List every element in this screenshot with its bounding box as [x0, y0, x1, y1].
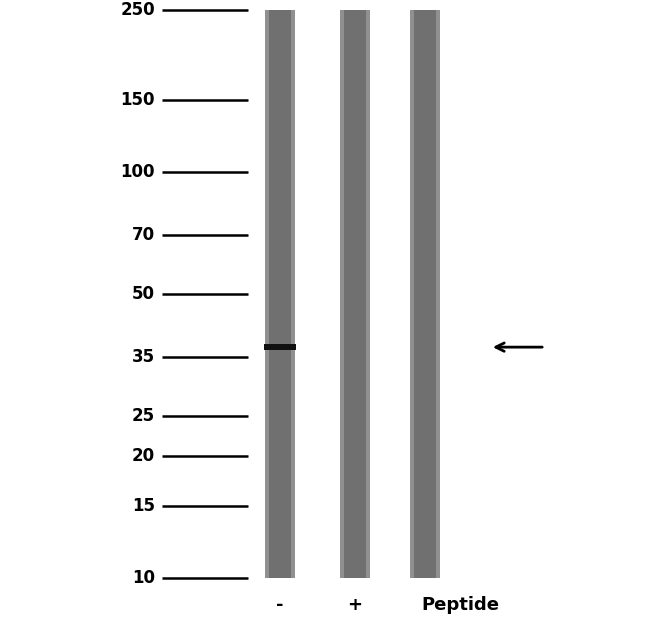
Text: +: +: [348, 596, 363, 614]
Text: 25: 25: [132, 407, 155, 425]
Text: Peptide: Peptide: [421, 596, 499, 614]
Bar: [410, 10, 440, 578]
Text: 50: 50: [132, 285, 155, 303]
Text: 100: 100: [120, 163, 155, 181]
Text: 10: 10: [132, 569, 155, 587]
Text: -: -: [276, 596, 284, 614]
Text: 150: 150: [120, 91, 155, 109]
Bar: [340, 10, 370, 578]
Bar: [269, 10, 291, 578]
Text: 20: 20: [132, 447, 155, 465]
Text: 15: 15: [132, 498, 155, 515]
Bar: [344, 10, 366, 578]
Text: 70: 70: [132, 226, 155, 243]
Bar: [264, 344, 296, 350]
Bar: [265, 10, 295, 578]
Text: 35: 35: [132, 348, 155, 366]
Text: 250: 250: [120, 1, 155, 19]
Bar: [414, 10, 436, 578]
